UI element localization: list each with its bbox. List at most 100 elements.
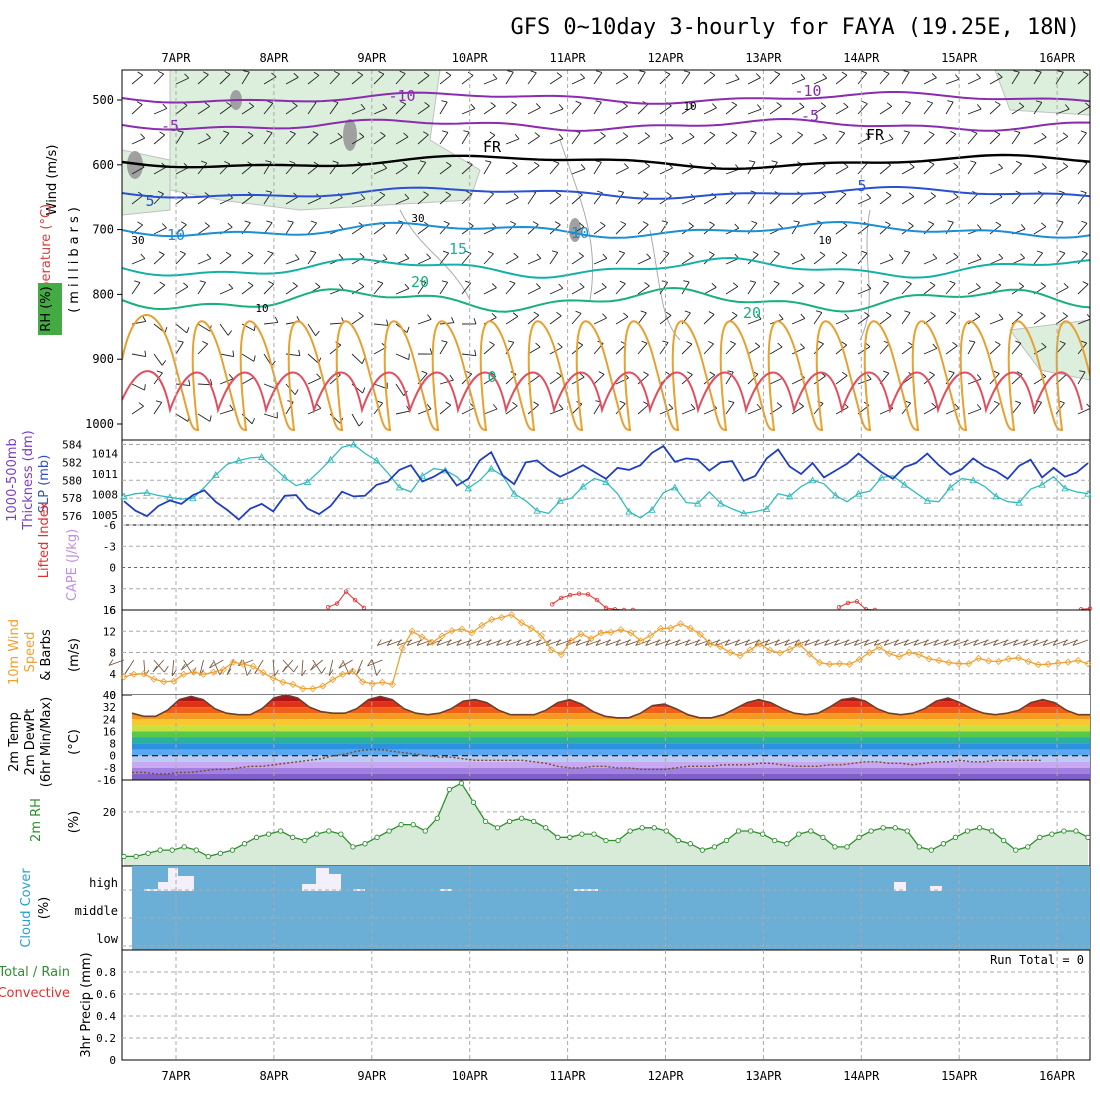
barb-shaft	[879, 343, 890, 355]
barb-shaft	[285, 285, 298, 295]
barb-flag	[904, 310, 911, 314]
barb-shaft	[1011, 106, 1025, 115]
barb-shaft	[1055, 108, 1070, 115]
barb-flag	[513, 252, 519, 258]
barb-shaft	[505, 104, 517, 115]
barb-shaft	[1055, 315, 1068, 325]
barb-shaft	[461, 193, 473, 205]
barb-flag	[749, 280, 756, 283]
barb-shaft	[527, 346, 541, 355]
barb-shaft	[703, 196, 717, 205]
barb-flag	[884, 221, 891, 226]
barb-flag	[1081, 220, 1088, 224]
top-tick-16APR: 16APR	[1039, 51, 1076, 65]
wind-speed-point	[160, 678, 168, 686]
surface-barb-flag	[834, 639, 839, 646]
barb-flag	[708, 311, 715, 315]
barb-shaft	[153, 254, 165, 265]
surface-barb-shaft	[171, 659, 175, 676]
barb-flag	[886, 102, 893, 107]
barb-flag	[646, 253, 652, 259]
surface-barb-flag	[163, 665, 169, 673]
barb-shaft	[571, 77, 585, 85]
surface-barb-flag	[734, 639, 740, 646]
barb-flag	[953, 252, 959, 258]
barb-flag	[1020, 253, 1025, 259]
barb-shaft	[681, 281, 690, 295]
barb-flag	[1086, 313, 1090, 319]
rh-point	[627, 828, 633, 834]
wind-speed-point	[786, 645, 794, 653]
barb-flag	[969, 340, 976, 343]
wind-speed-point	[647, 631, 655, 640]
surface-barb-flag	[784, 639, 790, 646]
wind-ytick-4: 4	[109, 668, 116, 681]
barb-flag	[950, 131, 957, 135]
rh-point	[735, 828, 742, 834]
thickness-point	[280, 473, 289, 481]
barb-shaft	[835, 193, 847, 205]
surface-barb-flag	[595, 639, 601, 646]
slp-ytick-1005: 1005	[92, 509, 119, 522]
barb-flag	[161, 360, 167, 366]
rh-point	[820, 834, 826, 840]
barb-flag	[423, 191, 429, 196]
bottom-tick-14APR: 14APR	[843, 1069, 880, 1083]
barb-shaft	[659, 105, 672, 115]
barb-shaft	[857, 315, 870, 325]
barb-shaft	[813, 105, 826, 115]
barb-shaft	[747, 346, 761, 355]
surface-barb-shaft	[180, 659, 194, 671]
barb-flag	[556, 311, 562, 317]
barb-flag	[298, 349, 301, 356]
surface-barb-shaft	[183, 659, 193, 674]
barb-flag	[177, 130, 184, 133]
thickness-point	[349, 440, 358, 448]
temperature-line	[131, 694, 1090, 719]
barb-flag	[206, 253, 212, 259]
barb-flag	[903, 70, 910, 73]
barb-flag	[600, 132, 606, 137]
barb-shaft	[483, 161, 492, 175]
barb-flag	[642, 221, 649, 225]
barb-flag	[1080, 190, 1087, 194]
surface-barb-shaft	[310, 659, 324, 671]
wind-speed-point	[488, 615, 496, 624]
lifted-index-point	[325, 604, 331, 610]
surface-barb-flag	[226, 668, 232, 675]
barb-shaft	[439, 341, 448, 355]
barb-shaft	[945, 407, 959, 415]
contour-label-12: 20	[743, 304, 761, 322]
barb-shaft	[989, 104, 1001, 115]
surface-barb-flag	[321, 667, 326, 674]
barb-flag	[975, 283, 981, 288]
barb-flag	[224, 71, 231, 75]
barb-flag	[158, 70, 164, 75]
barb-flag	[728, 400, 735, 403]
barb-flag	[1040, 222, 1047, 227]
barb-shaft	[615, 105, 628, 115]
wind-speed-point	[1034, 661, 1042, 669]
rh-point	[964, 828, 971, 834]
barb-shaft	[329, 136, 343, 145]
lifted-index-point	[343, 589, 349, 594]
barb-flag	[953, 192, 959, 198]
barb-flag	[709, 371, 716, 376]
barb-shaft	[1055, 166, 1069, 175]
rh-point	[277, 828, 284, 834]
barb-shaft	[241, 195, 254, 205]
wind-speed-point	[537, 631, 545, 640]
thickness-point	[992, 492, 1000, 500]
rh-point	[952, 834, 959, 840]
barb-flag	[184, 73, 190, 79]
panel-rh-2m: 20 2m RH (%)	[29, 779, 1091, 867]
barb-flag	[228, 373, 234, 380]
wind-speed-point	[319, 682, 327, 690]
barb-shaft	[967, 108, 982, 115]
barb-flag	[404, 193, 410, 199]
barb-shaft	[967, 162, 977, 175]
surface-barb-shaft	[338, 659, 353, 669]
barb-shaft	[747, 373, 759, 385]
wind-speed-point	[726, 648, 734, 657]
barb-flag	[487, 250, 494, 255]
